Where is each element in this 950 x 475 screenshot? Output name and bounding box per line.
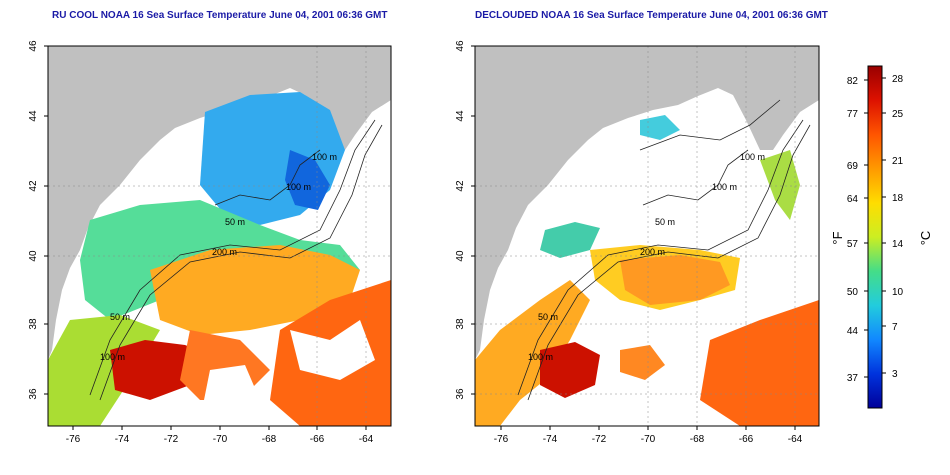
isobath-contours <box>517 99 811 401</box>
sst-shelf-water <box>475 280 590 426</box>
x-tick-label: -66 <box>310 434 325 445</box>
sst-warm-region <box>620 255 730 305</box>
left-y-axis: 46 44 42 40 38 36 <box>28 40 48 400</box>
x-tick-label: -76 <box>66 434 81 445</box>
contour-label: 50 m <box>110 312 130 322</box>
sst-gulf-stream-core <box>540 342 600 398</box>
contour-label: 50 m <box>225 217 245 227</box>
x-tick-label: -70 <box>641 434 656 445</box>
celsius-tick: 28 <box>892 74 904 85</box>
celsius-tick: 21 <box>892 156 904 167</box>
x-tick-label: -72 <box>164 434 179 445</box>
fahrenheit-tick: 44 <box>847 326 859 337</box>
y-tick-label: 44 <box>455 110 466 122</box>
y-tick-label: 36 <box>28 388 39 400</box>
y-tick-label: 42 <box>28 180 39 192</box>
celsius-unit-label: °C <box>918 231 933 246</box>
x-tick-label: -64 <box>788 434 803 445</box>
contour-label: 100 m <box>712 182 737 192</box>
contour-label: 100 m <box>740 152 765 162</box>
fahrenheit-tick: 77 <box>847 109 859 120</box>
sst-warm-region <box>150 245 360 335</box>
isobath-contours <box>89 119 383 401</box>
left-map: 100 m 100 m 50 m 200 m 50 m 100 m -76 -7… <box>28 40 392 445</box>
x-tick-label: -64 <box>359 434 374 445</box>
y-tick-label: 46 <box>455 40 466 52</box>
cloud-patch <box>290 320 375 380</box>
x-tick-label: -76 <box>494 434 509 445</box>
right-x-axis: -76 -74 -72 -70 -68 -66 -64 <box>494 426 803 445</box>
grid-lines <box>48 46 391 426</box>
y-tick-label: 42 <box>455 180 466 192</box>
celsius-tick: 10 <box>892 287 904 298</box>
contour-label: 100 m <box>286 182 311 192</box>
y-tick-label: 38 <box>28 318 39 330</box>
sst-cool-patch <box>640 115 680 140</box>
cloud-patch <box>200 365 260 426</box>
colorbar-gradient <box>867 65 883 409</box>
land-mass <box>475 46 819 360</box>
x-tick-label: -70 <box>213 434 228 445</box>
right-map-frame <box>474 45 820 427</box>
celsius-tick: 14 <box>892 239 904 250</box>
x-tick-label: -68 <box>690 434 705 445</box>
right-map: 100 m 100 m 50 m 200 m 50 m 100 m -76 -7… <box>455 40 820 445</box>
y-tick-label: 40 <box>28 250 39 262</box>
sst-orange-patch <box>620 345 665 380</box>
right-y-axis: 46 44 42 40 38 36 <box>455 40 475 400</box>
contour-label: 200 m <box>212 247 237 257</box>
celsius-tick: 18 <box>892 193 904 204</box>
y-tick-label: 46 <box>28 40 39 52</box>
celsius-tick: 3 <box>892 369 898 380</box>
right-map-title: DECLOUDED NOAA 16 Sea Surface Temperatur… <box>475 10 828 21</box>
x-tick-label: -66 <box>739 434 754 445</box>
contour-label: 50 m <box>538 312 558 322</box>
contour-label: 100 m <box>100 352 125 362</box>
y-tick-label: 38 <box>455 318 466 330</box>
x-tick-label: -68 <box>262 434 277 445</box>
contour-label: 100 m <box>312 152 337 162</box>
grid-lines <box>475 46 819 426</box>
y-tick-label: 40 <box>455 250 466 262</box>
left-map-title: RU COOL NOAA 16 Sea Surface Temperature … <box>52 10 388 21</box>
fahrenheit-unit-label: °F <box>830 231 845 244</box>
x-tick-label: -74 <box>115 434 130 445</box>
fahrenheit-tick: 57 <box>847 239 859 250</box>
y-tick-label: 44 <box>28 110 39 122</box>
land-mass <box>48 46 391 360</box>
celsius-tick: 25 <box>892 109 904 120</box>
fahrenheit-tick: 69 <box>847 161 859 172</box>
sst-shelf-water <box>48 315 160 426</box>
sst-hot-region <box>700 300 819 426</box>
fahrenheit-tick: 37 <box>847 373 859 384</box>
sst-northeast-strip <box>760 150 800 220</box>
contour-label: 50 m <box>655 217 675 227</box>
left-x-axis: -76 -74 -72 -70 -68 -66 -64 <box>66 426 374 445</box>
colorbar: 82 77 69 64 57 50 44 37 28 25 21 18 14 1… <box>830 65 933 409</box>
y-tick-label: 36 <box>455 388 466 400</box>
celsius-scale: 28 25 21 18 14 10 7 3 <box>882 74 904 380</box>
fahrenheit-tick: 64 <box>847 194 859 205</box>
fahrenheit-scale: 82 77 69 64 57 50 44 37 <box>847 76 868 384</box>
sst-cold-core <box>285 150 330 210</box>
fahrenheit-tick: 82 <box>847 76 859 87</box>
x-tick-label: -74 <box>543 434 558 445</box>
celsius-tick: 7 <box>892 322 898 333</box>
fahrenheit-tick: 50 <box>847 287 859 298</box>
x-tick-label: -72 <box>592 434 607 445</box>
contour-label: 100 m <box>528 352 553 362</box>
contour-label: 200 m <box>640 247 665 257</box>
sst-cool-strip <box>540 222 600 258</box>
